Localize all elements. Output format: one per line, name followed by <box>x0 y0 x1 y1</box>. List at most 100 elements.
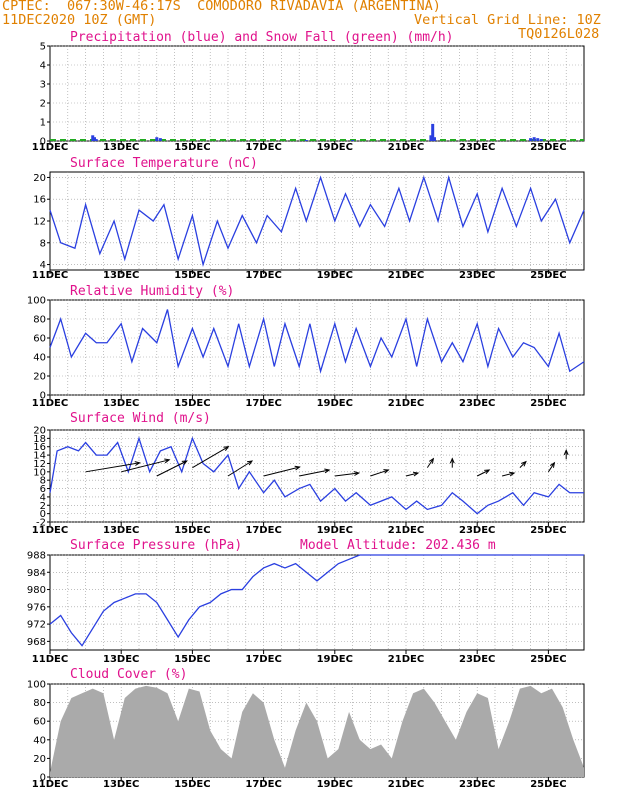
wind-arrow <box>334 472 359 477</box>
pres-title: Surface Pressure (hPa) <box>70 538 242 553</box>
wind-line <box>49 436 584 515</box>
wind-ytick-label: 0 <box>40 509 46 520</box>
rh-ytick-label: 20 <box>33 372 46 383</box>
wind-arrow <box>227 460 253 477</box>
rh-ytick-label: 40 <box>33 353 46 364</box>
cloud-ytick-label: 80 <box>33 698 46 709</box>
cloud-xtick-label: 21DEC <box>388 779 424 790</box>
wind-arrow-head <box>428 457 435 464</box>
wind-arrow <box>263 466 300 477</box>
rh-title: Relative Humidity (%) <box>70 284 234 299</box>
precip-title: Precipitation (blue) and Snow Fall (gree… <box>70 30 454 45</box>
precip-xtick-label: 17DEC <box>245 142 281 153</box>
wind-ytick-label: 6 <box>40 484 46 495</box>
precip-xtick-label: 23DEC <box>459 142 495 153</box>
temp-xtick-label: 17DEC <box>245 270 281 281</box>
cloud-ytick-label: 20 <box>33 754 46 765</box>
rh-xtick-label: 17DEC <box>245 398 281 409</box>
wind-arrow-head <box>223 445 230 451</box>
precip-ytick-label: 0 <box>40 137 46 148</box>
pres-ytick-label: 984 <box>27 568 46 579</box>
wind-arrow-head <box>563 448 569 456</box>
temp-xtick-label: 19DEC <box>317 270 353 281</box>
rh-xtick-label: 13DEC <box>103 398 139 409</box>
cloud-xtick-label: 17DEC <box>245 779 281 790</box>
wind-arrow-head <box>521 460 527 467</box>
cloud-ytick-label: 40 <box>33 735 46 746</box>
wind-arrow-head <box>294 465 301 471</box>
wind-xtick-label: 17DEC <box>245 525 281 536</box>
wind-xtick-label: 21DEC <box>388 525 424 536</box>
rh-ytick-label: 100 <box>27 296 46 307</box>
wind-arrow <box>192 446 229 469</box>
pres-frame <box>49 554 585 651</box>
header-line2-left: 11DEC2020 10Z (GMT) <box>2 12 157 28</box>
temp-ytick-label: 8 <box>40 238 46 249</box>
pres-ytick-label: 988 <box>27 551 46 562</box>
wind-arrow <box>156 460 188 477</box>
wind-arrow-head <box>134 461 141 466</box>
wind-arrow-head <box>412 471 420 477</box>
wind-arrow-head <box>509 471 516 477</box>
precip-bar <box>429 135 433 141</box>
cloud-title: Cloud Cover (%) <box>70 667 187 682</box>
precip-bar <box>532 137 536 141</box>
precip-frame <box>49 45 585 142</box>
header-line2-right: Vertical Grid Line: 10Z <box>414 12 601 28</box>
precip-bar <box>536 138 540 141</box>
wind-arrow <box>547 462 555 473</box>
wind-xtick-label: 25DEC <box>530 525 566 536</box>
pres-ytick-label: 968 <box>27 637 46 648</box>
header-line3-right: TQ0126L028 <box>518 26 600 42</box>
precip-bar <box>158 138 162 141</box>
rh-xtick-label: 15DEC <box>174 398 210 409</box>
pres-xtick-label: 21DEC <box>388 654 424 665</box>
wind-arrow <box>476 469 490 477</box>
cloud-area <box>50 685 584 777</box>
wind-xtick-label: 19DEC <box>317 525 353 536</box>
pres-xtick-label: 11DEC <box>32 654 68 665</box>
wind-arrow <box>370 469 389 477</box>
rh-xtick-label: 19DEC <box>317 398 353 409</box>
temp-xtick-label: 23DEC <box>459 270 495 281</box>
wind-ytick-label: 18 <box>33 434 46 445</box>
pres-xtick-label: 19DEC <box>317 654 353 665</box>
temp-xtick-label: 15DEC <box>174 270 210 281</box>
temp-ytick-label: 12 <box>33 217 46 228</box>
precip-xtick-label: 21DEC <box>388 142 424 153</box>
precip-ytick-label: 5 <box>40 42 46 53</box>
wind-arrow-head <box>164 458 171 464</box>
wind-arrow-head <box>353 471 361 476</box>
header-line1: CPTEC: 067:30W-46:17S COMODORO RIVADAVIA… <box>2 0 441 14</box>
precip-bar <box>91 135 95 141</box>
wind-arrow <box>121 459 170 473</box>
rh-frame <box>49 299 585 396</box>
pres-ytick-label: 976 <box>27 602 46 613</box>
temp-xtick-label: 11DEC <box>32 270 68 281</box>
pres-annotation: Model Altitude: 202.436 m <box>300 538 496 553</box>
precip-bar <box>431 123 435 141</box>
rh-xtick-label: 21DEC <box>388 398 424 409</box>
wind-ytick-label: 10 <box>33 467 46 478</box>
temp-ytick-label: 4 <box>40 260 46 271</box>
cloud-ytick-label: 60 <box>33 717 46 728</box>
wind-xtick-label: 15DEC <box>174 525 210 536</box>
wind-ytick-label: 2 <box>40 501 46 512</box>
pres-ytick-label: 980 <box>27 585 46 596</box>
wind-xtick-label: 13DEC <box>103 525 139 536</box>
cloud-xtick-label: 23DEC <box>459 779 495 790</box>
wind-arrow-head <box>383 469 390 474</box>
rh-ytick-label: 80 <box>33 315 46 326</box>
precip-bar <box>432 137 436 141</box>
rh-ytick-label: 60 <box>33 334 46 345</box>
precip-xtick-label: 19DEC <box>317 142 353 153</box>
cloud-xtick-label: 19DEC <box>317 779 353 790</box>
rh-line <box>49 309 585 374</box>
pres-ytick-label: 972 <box>27 620 46 631</box>
pres-xtick-label: 25DEC <box>530 654 566 665</box>
precip-bar <box>93 137 96 141</box>
precip-xtick-label: 11DEC <box>32 142 68 153</box>
precip-ytick-label: 3 <box>40 80 46 91</box>
wind-ytick-label: 4 <box>40 492 46 503</box>
temp-line <box>49 174 585 268</box>
